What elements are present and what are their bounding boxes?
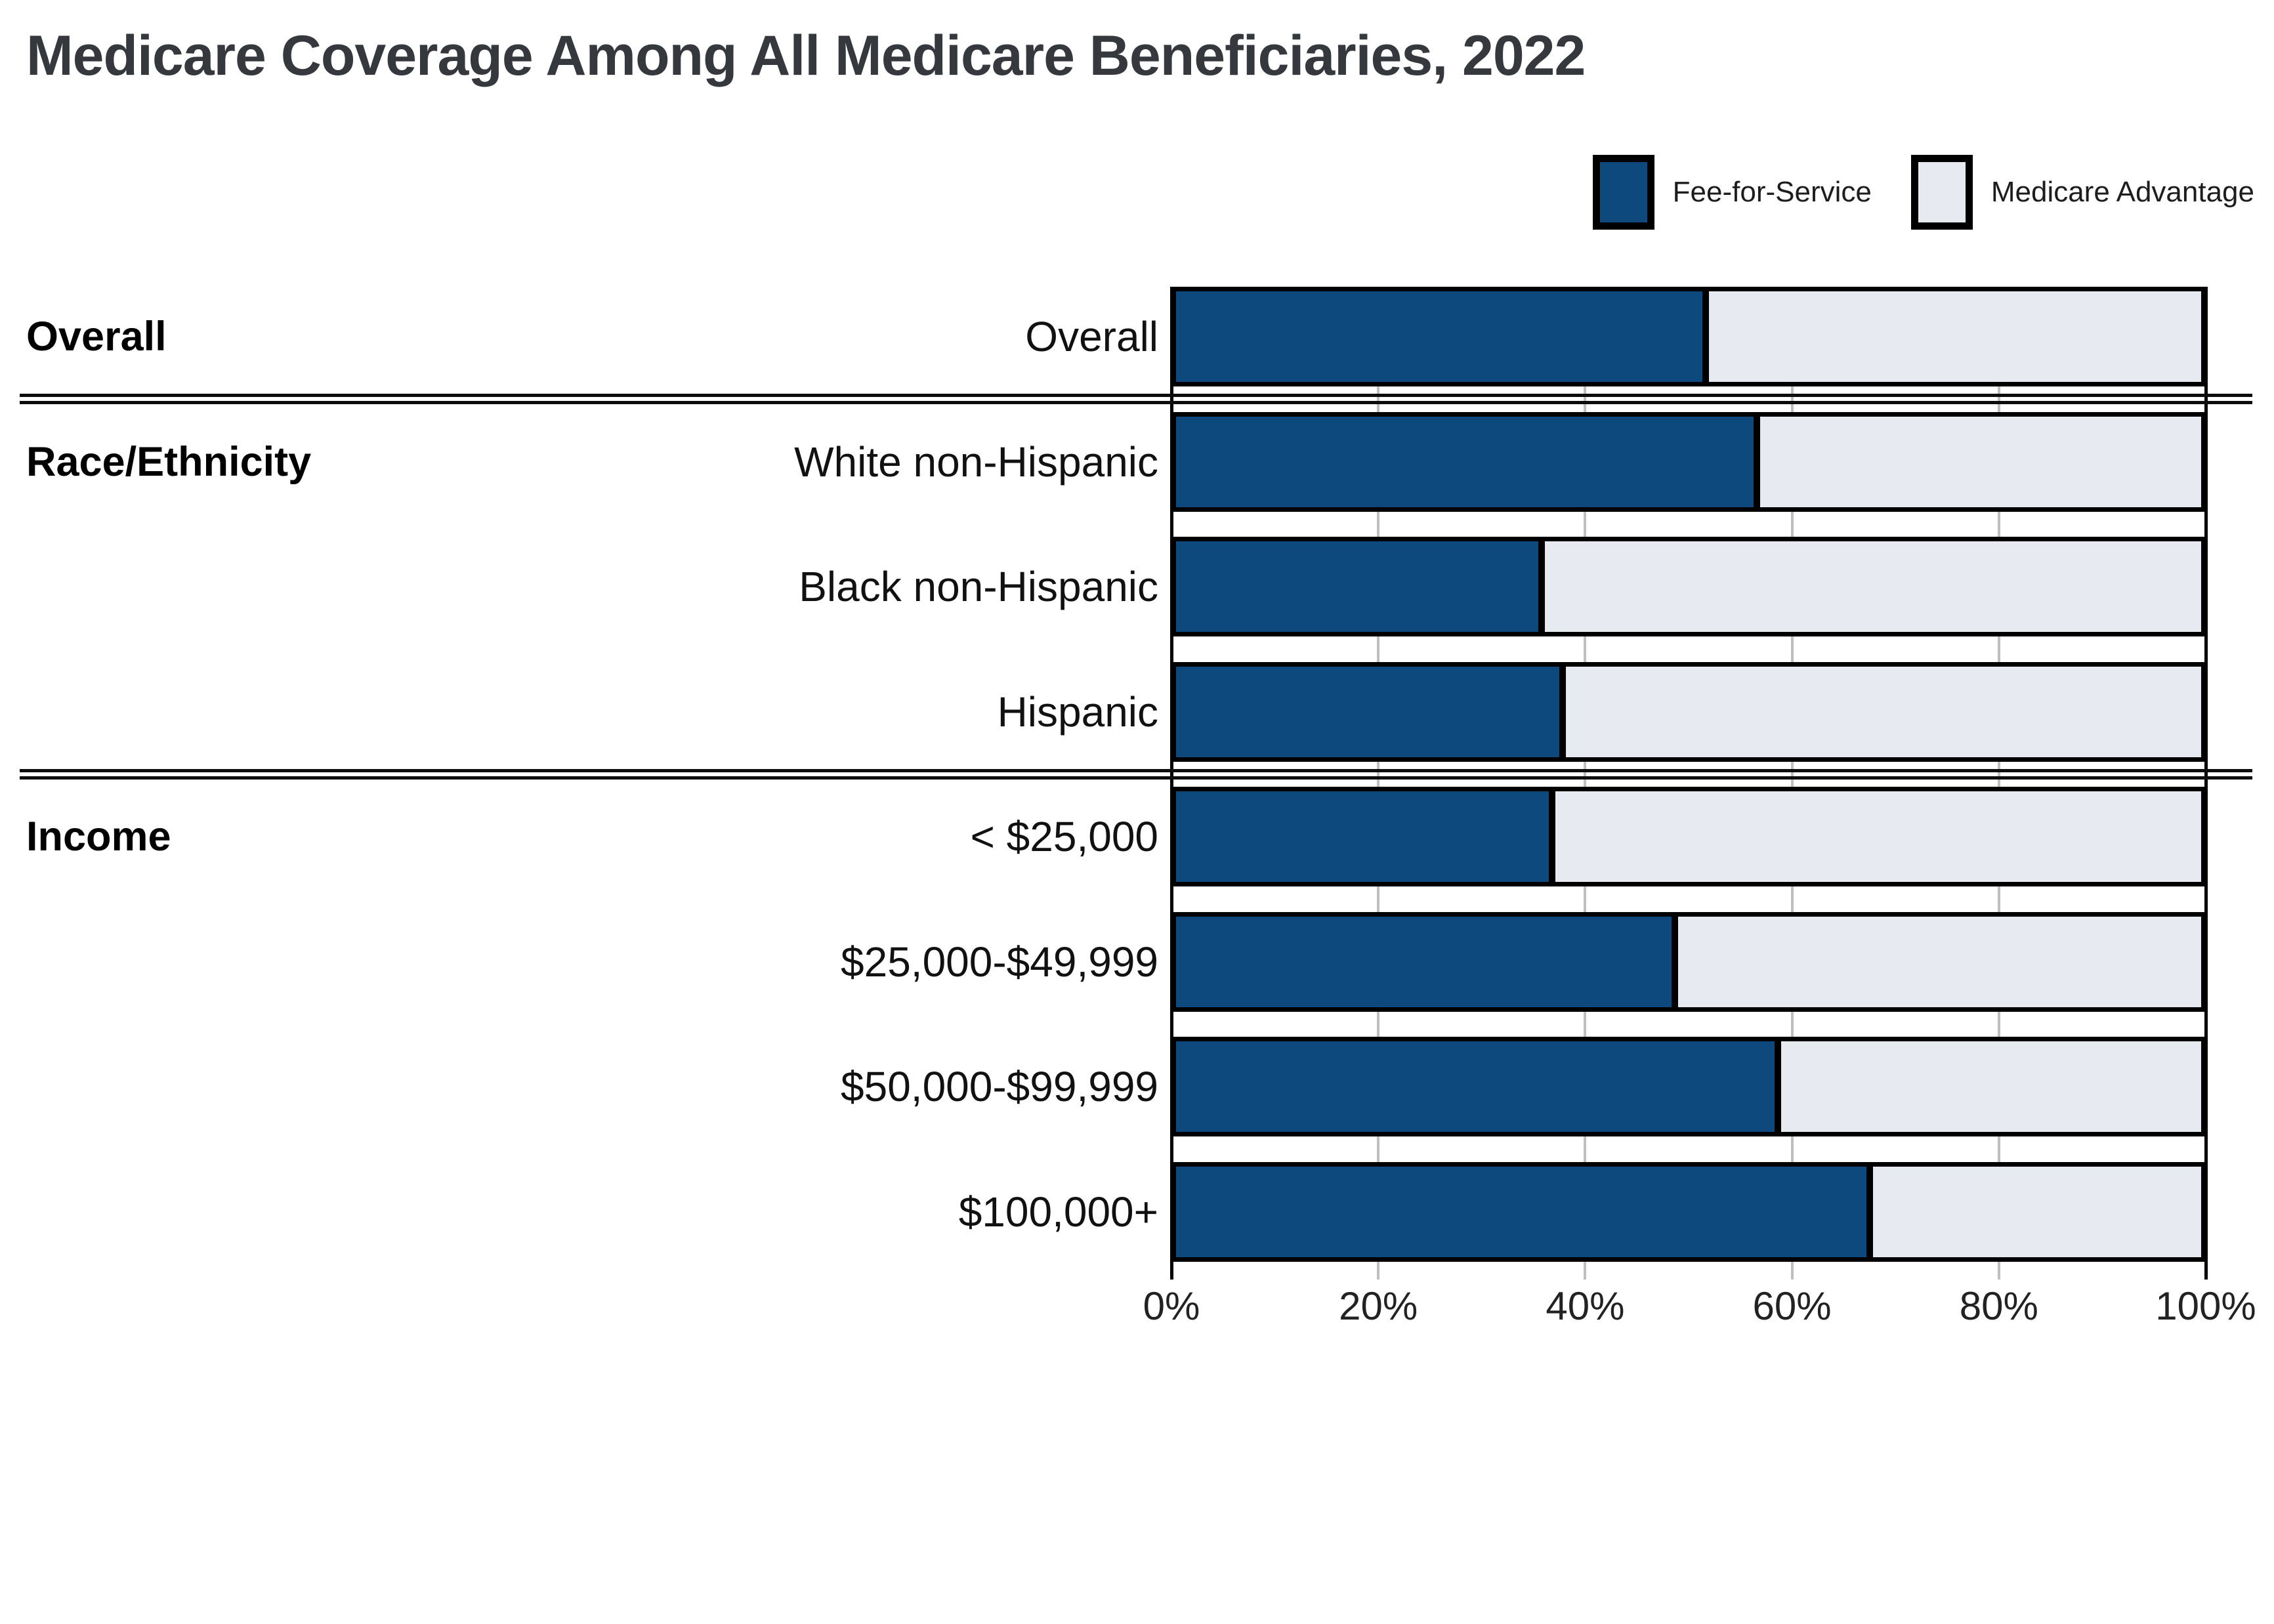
medicare-advantage-segment — [1873, 1166, 2201, 1257]
row-label-25-000: < $25,000 — [970, 813, 1159, 860]
row-label-black-non-hispanic: Black non-Hispanic — [799, 563, 1158, 610]
x-gridline-80 — [1997, 287, 2000, 1280]
fee-for-service-segment — [1176, 791, 1555, 882]
row-label-overall: Overall — [1025, 313, 1158, 360]
fee-for-service-segment — [1176, 666, 1566, 757]
x-gridline-60 — [1790, 287, 1794, 1280]
x-gridline-40 — [1584, 287, 1587, 1280]
row-label-hispanic: Hispanic — [997, 688, 1158, 736]
medicare-advantage-segment — [1565, 666, 2201, 757]
fee-for-service-segment — [1176, 291, 1710, 382]
row-label-100-000: $100,000+ — [958, 1188, 1158, 1236]
fee-for-service-swatch-icon — [1592, 155, 1654, 230]
section-divider-race-ethnicity — [20, 394, 2252, 404]
bar-25-000 — [1171, 787, 2206, 886]
medicare-advantage-segment — [1709, 291, 2201, 382]
section-label-income: Income — [26, 814, 171, 860]
row-label-white-non-hispanic: White non-Hispanic — [794, 438, 1158, 486]
fee-for-service-segment — [1176, 1166, 1874, 1257]
medicare-advantage-segment — [1678, 916, 2201, 1007]
x-tick-label-100: 100% — [2155, 1284, 2256, 1328]
bar-25-000-49-999 — [1171, 911, 2206, 1012]
legend: Fee-for-Service Medicare Advantage — [1592, 155, 2254, 230]
fee-for-service-segment — [1176, 916, 1679, 1007]
medicare-advantage-swatch-icon — [1910, 155, 1973, 230]
x-tick-label-40: 40% — [1546, 1284, 1625, 1328]
row-label-25-000-49-999: $25,000-$49,999 — [841, 938, 1158, 986]
bar-hispanic — [1171, 661, 2206, 762]
section-divider-income — [20, 768, 2252, 780]
bar-50-000-99-999 — [1171, 1037, 2206, 1136]
bar-white-non-hispanic — [1171, 411, 2206, 512]
section-label-overall: Overall — [26, 314, 167, 360]
fee-for-service-segment — [1176, 541, 1546, 632]
section-label-race-ethnicity: Race/Ethnicity — [26, 438, 312, 485]
y-axis-line — [1169, 287, 1173, 1280]
bar-overall — [1171, 287, 2206, 386]
x-tick-label-20: 20% — [1339, 1284, 1418, 1328]
legend-label-fee-for-service: Fee-for-Service — [1672, 176, 1872, 208]
legend-item-fee-for-service: Fee-for-Service — [1592, 155, 1872, 230]
x-tick-label-60: 60% — [1752, 1284, 1832, 1328]
plot-right-edge-line — [2204, 287, 2208, 1280]
chart-title: Medicare Coverage Among All Medicare Ben… — [26, 24, 1586, 87]
fee-for-service-segment — [1176, 416, 1761, 507]
bar-black-non-hispanic — [1171, 537, 2206, 636]
x-tick-label-80: 80% — [1959, 1284, 2038, 1328]
medicare-advantage-segment — [1545, 541, 2201, 632]
row-label-50-000-99-999: $50,000-$99,999 — [841, 1063, 1158, 1110]
medicare-advantage-segment — [1780, 1041, 2201, 1132]
fee-for-service-segment — [1176, 1041, 1781, 1132]
bar-100-000 — [1171, 1161, 2206, 1262]
x-gridline-20 — [1377, 287, 1380, 1280]
legend-label-medicare-advantage: Medicare Advantage — [1990, 176, 2254, 208]
legend-item-medicare-advantage: Medicare Advantage — [1910, 155, 2254, 230]
x-tick-label-0: 0% — [1143, 1284, 1200, 1328]
medicare-advantage-segment — [1555, 791, 2201, 882]
medicare-advantage-segment — [1760, 416, 2201, 507]
